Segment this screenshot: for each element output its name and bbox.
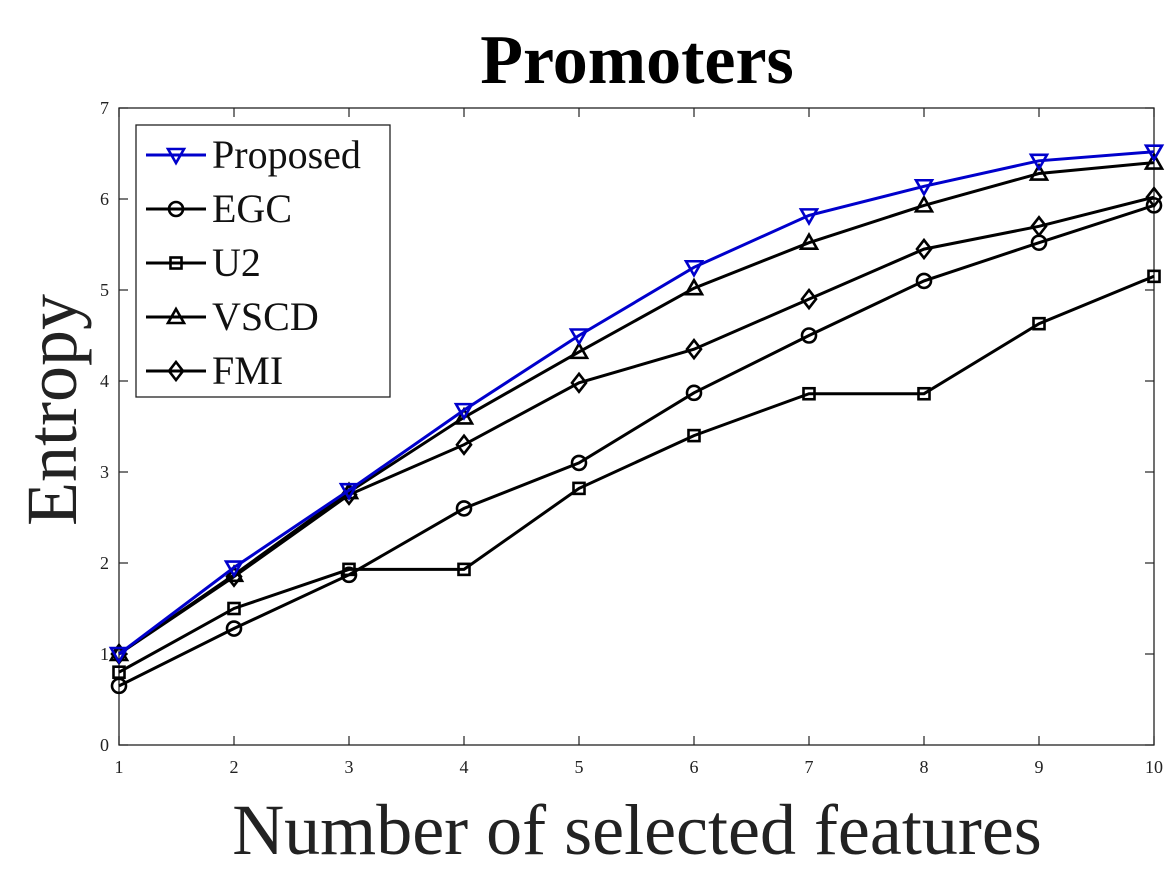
x-tick-label: 10 <box>1145 757 1163 777</box>
data-point-fmi <box>915 237 933 261</box>
y-tick-label: 1 <box>100 644 109 664</box>
legend-item-proposed: Proposed <box>146 132 361 177</box>
legend-label-proposed: Proposed <box>212 132 361 177</box>
legend-label-vscd: VSCD <box>212 294 319 339</box>
data-point-proposed <box>568 328 590 347</box>
legend-label-egc: EGC <box>212 186 292 231</box>
data-point-proposed <box>683 259 705 278</box>
x-axis-label: Number of selected features <box>232 790 1042 870</box>
data-point-egc <box>915 272 933 290</box>
series-egc <box>110 197 1163 695</box>
legend: Proposed EGC U2 VSCD FMI <box>135 124 391 398</box>
data-point-fmi <box>1030 215 1048 238</box>
data-point-egc <box>685 384 703 402</box>
series-line-fmi <box>118 195 1155 656</box>
y-tick-label: 6 <box>100 189 109 209</box>
data-point-proposed <box>798 208 820 227</box>
y-tick-label: 3 <box>100 462 109 482</box>
data-point-proposed <box>223 560 245 579</box>
data-point-fmi <box>685 338 703 361</box>
series-line-u2 <box>118 274 1155 674</box>
legend-label-u2: U2 <box>212 240 261 285</box>
legend-item-u2: U2 <box>146 240 261 285</box>
x-tick-label: 6 <box>690 757 699 777</box>
y-tick-label: 4 <box>100 371 109 391</box>
data-point-vscd <box>913 194 935 213</box>
axes-box <box>118 107 1155 746</box>
x-tick-label: 3 <box>345 757 354 777</box>
data-point-egc <box>455 500 473 517</box>
data-point-u2 <box>917 386 931 401</box>
legend-marker-fmi <box>167 359 185 383</box>
x-tick-label: 2 <box>230 757 239 777</box>
y-tick-label: 5 <box>100 280 109 300</box>
legend-item-vscd: VSCD <box>146 294 319 339</box>
series-line-vscd <box>118 161 1155 656</box>
series-line-egc <box>118 203 1155 688</box>
legend-marker-egc <box>167 200 185 218</box>
series-line-proposed <box>118 150 1155 656</box>
series-proposed <box>108 144 1165 665</box>
series-u2 <box>112 269 1161 680</box>
y-tick-label: 2 <box>100 553 109 573</box>
data-point-u2 <box>802 386 816 401</box>
data-point-u2 <box>457 562 471 577</box>
data-point-proposed <box>338 482 360 501</box>
chart-title: Promoters <box>480 22 794 99</box>
legend-marker-proposed <box>165 147 187 166</box>
data-point-egc <box>340 566 358 584</box>
data-point-fmi <box>225 565 243 588</box>
data-point-proposed <box>453 402 475 421</box>
data-point-vscd <box>798 232 820 250</box>
data-point-proposed <box>1143 144 1165 163</box>
data-point-u2 <box>342 562 356 577</box>
data-point-fmi <box>800 287 818 311</box>
y-axis-label: Entropy <box>12 294 92 526</box>
legend-label-fmi: FMI <box>212 348 283 393</box>
data-point-u2 <box>227 601 241 616</box>
x-tick-label: 4 <box>460 757 469 777</box>
data-point-proposed <box>1028 153 1050 172</box>
data-point-u2 <box>687 428 701 443</box>
y-tick-label: 7 <box>100 98 109 118</box>
data-point-egc <box>225 620 243 637</box>
data-point-u2 <box>1032 316 1046 331</box>
data-point-vscd <box>1028 162 1050 181</box>
x-tick-label: 5 <box>575 757 584 777</box>
data-point-u2 <box>572 481 586 496</box>
y-tick-label: 0 <box>100 735 109 755</box>
legend-box <box>135 124 391 398</box>
legend-marker-vscd <box>165 306 187 325</box>
data-point-u2 <box>112 665 126 680</box>
legend-item-egc: EGC <box>146 186 292 231</box>
data-point-u2 <box>1147 269 1161 284</box>
data-point-proposed <box>913 178 935 197</box>
data-point-vscd <box>683 277 705 296</box>
data-point-egc <box>800 327 818 344</box>
data-point-fmi <box>570 371 588 394</box>
data-point-proposed <box>108 646 130 665</box>
x-tick-label: 9 <box>1035 757 1044 777</box>
x-tick-label: 1 <box>115 757 124 777</box>
data-point-vscd <box>453 406 475 425</box>
data-point-vscd <box>568 341 590 360</box>
data-point-vscd <box>1143 151 1165 170</box>
x-tick-label: 8 <box>920 757 929 777</box>
x-tick-label: 7 <box>805 757 814 777</box>
legend-marker-u2 <box>169 256 183 270</box>
data-point-fmi <box>1145 186 1163 209</box>
data-point-fmi <box>455 433 473 456</box>
data-point-egc <box>570 454 588 472</box>
legend-item-fmi: FMI <box>146 348 283 393</box>
